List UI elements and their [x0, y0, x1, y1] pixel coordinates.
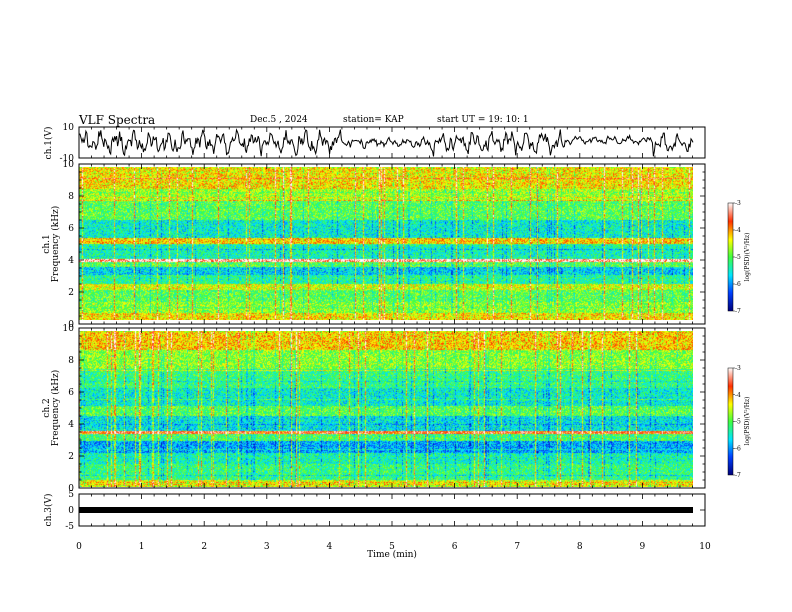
x-tick-label: 9	[640, 542, 646, 552]
y-tick-label: -10	[60, 154, 75, 164]
colorbar-tick-label: -6	[735, 281, 741, 288]
ch3-ylabel: ch.3(V)	[43, 494, 54, 527]
x-tick-label: 8	[577, 542, 583, 552]
figure-title: VLF Spectra	[79, 113, 156, 127]
y-tick-label: 6	[68, 388, 74, 398]
ch2-frequency-ylabel: Frequency (kHz)	[50, 370, 61, 447]
y-tick-label: 10	[63, 123, 75, 133]
axis-ticks	[78, 126, 706, 527]
y-tick-label: -5	[65, 522, 74, 532]
ch2-colorbar-label: log(PSD)(V²/Hz)	[744, 397, 751, 446]
colorbar-tick-label: -5	[735, 254, 741, 261]
y-tick-label: 5	[68, 490, 74, 500]
ch2-channel-label: ch.2	[42, 398, 52, 417]
y-tick-label: 0	[68, 320, 74, 330]
ch3-trace-line	[79, 507, 693, 513]
y-tick-label: 10	[63, 324, 75, 334]
x-tick-label: 2	[201, 542, 207, 552]
colorbar-tick-label: -4	[735, 227, 741, 234]
x-tick-label: 6	[452, 542, 458, 552]
ch1-colorbar	[727, 202, 734, 312]
y-tick-label: 10	[63, 160, 75, 170]
colorbar-ticks: -3 -4 -5 -6 -7 -3 -4 -5 -6 -7	[733, 200, 741, 479]
colorbar-tick-label: -5	[735, 419, 741, 426]
ch1-spectrogram-image	[79, 167, 693, 320]
y-tick-label: 8	[68, 356, 74, 366]
colorbar-tick-label: -7	[735, 308, 741, 315]
start-ut-label: start UT = 19: 10: 1	[437, 115, 529, 125]
colorbar-tick-label: -4	[735, 392, 741, 399]
ch1-waveform-ylabel: ch.1(V)	[43, 127, 54, 160]
x-tick-label: 10	[699, 542, 711, 552]
x-tick-label: 7	[514, 542, 520, 552]
y-tick-label: 4	[68, 256, 74, 266]
ch1-colorbar-label: log(PSD)(V²/Hz)	[744, 233, 751, 282]
x-axis-title: Time (min)	[367, 549, 417, 560]
x-tick-label: 3	[264, 542, 270, 552]
ch2-colorbar	[727, 367, 734, 476]
y-tick-label: 6	[68, 224, 74, 234]
y-tick-label: 2	[68, 288, 74, 298]
colorbar-tick-label: -7	[735, 472, 741, 479]
y-tick-label: 2	[68, 452, 74, 462]
ch2-spectrogram-image	[79, 331, 693, 487]
ch1-waveform-line	[78, 128, 694, 157]
date-label: Dec.5 , 2024	[250, 115, 308, 125]
ch1-channel-label: ch.1	[42, 234, 52, 253]
ch1-frequency-ylabel: Frequency (kHz)	[50, 206, 61, 283]
y-tick-label: 8	[68, 192, 74, 202]
y-tick-label: 4	[68, 420, 74, 430]
x-tick-label: 1	[139, 542, 145, 552]
x-tick-label: 5	[389, 542, 395, 552]
x-tick-label: 4	[327, 542, 333, 552]
y-tick-label: 0	[68, 506, 74, 516]
station-label: station= KAP	[343, 115, 404, 125]
y-tick-label: 0	[68, 484, 74, 494]
colorbar-tick-label: -3	[735, 365, 741, 372]
colorbar-tick-label: -3	[735, 200, 741, 207]
x-tick-label: 0	[76, 542, 82, 552]
colorbar-tick-label: -6	[735, 445, 741, 452]
